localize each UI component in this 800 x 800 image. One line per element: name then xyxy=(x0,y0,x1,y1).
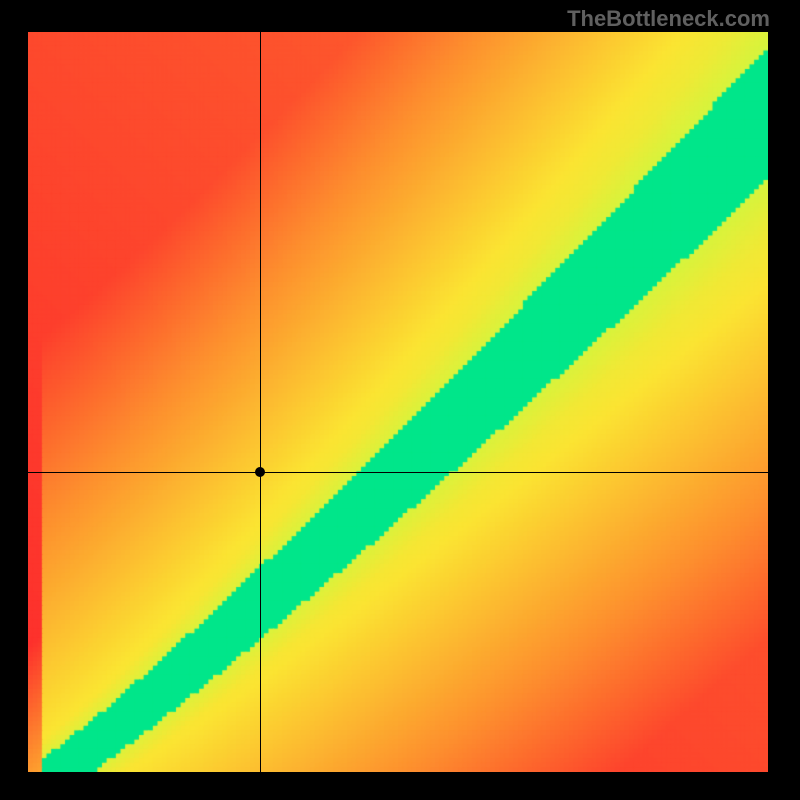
crosshair-horizontal xyxy=(28,472,768,473)
chart-area xyxy=(28,32,768,772)
crosshair-vertical xyxy=(260,32,261,772)
watermark-text: TheBottleneck.com xyxy=(567,6,770,32)
heatmap-canvas xyxy=(28,32,768,772)
crosshair-point xyxy=(255,467,265,477)
root-container: TheBottleneck.com xyxy=(0,0,800,800)
